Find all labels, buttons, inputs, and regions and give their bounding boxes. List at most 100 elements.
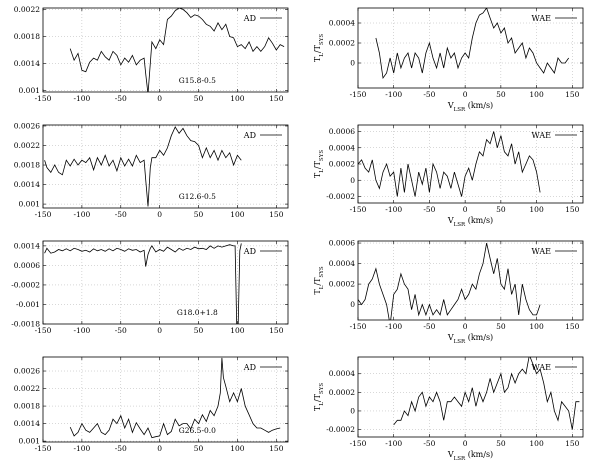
x-tick-label: -100 (385, 205, 402, 214)
legend-label: WAE (532, 131, 552, 140)
y-tick-label: 0.0014 (14, 419, 40, 428)
plot-frame (42, 124, 289, 209)
x-tick-label: 50 (496, 205, 506, 214)
y-tick-label: 0.0018 (14, 161, 40, 170)
x-tick-label: 0 (157, 210, 162, 219)
x-tick-label: 0 (157, 326, 162, 335)
y-tick-label: 0.0022 (14, 141, 40, 150)
region-label: G26.5-0.0 (179, 426, 216, 435)
y-tick-label: 0.001 (19, 437, 40, 446)
x-tick-label: 0 (463, 205, 468, 214)
x-tick-label: 100 (529, 205, 544, 214)
legend-label: AD (243, 247, 256, 256)
legend-label: WAE (532, 14, 552, 23)
x-tick-label: -50 (423, 205, 435, 214)
y-tick-label: 0 (350, 59, 355, 68)
x-tick-label: -150 (350, 205, 367, 214)
panel-left-2: -150 -100 -50 0 50 100 150 0.001 0.0014 0.0018 0.0… (14, 121, 289, 219)
x-tick-label: 100 (529, 439, 544, 448)
panel-left-4: -150 -100 -50 0 50 100 150 0.001 0.0014 0.0018 0.0… (14, 356, 289, 453)
y-tick-label: 0.0018 (14, 402, 40, 411)
x-tick-label: -100 (385, 90, 402, 99)
y-tick-label: 0.0014 (14, 59, 40, 68)
y-tick-label: 0.0026 (14, 367, 40, 376)
series-line-wae (375, 8, 570, 80)
x-tick-label: -150 (35, 326, 52, 335)
x-tick-label: 0 (463, 90, 468, 99)
x-tick-label: -100 (73, 444, 90, 453)
x-tick-label: 100 (230, 444, 245, 453)
x-tick-label: -150 (350, 322, 367, 331)
legend-label: AD (243, 14, 256, 23)
x-tick-label: 150 (565, 439, 580, 448)
x-tick-label: 0 (157, 94, 162, 103)
y-tick-label: 0.0022 (14, 5, 40, 14)
x-tick-label: 100 (230, 210, 245, 219)
y-axis-label: TL/TSYS (313, 150, 325, 178)
x-tick-label: 50 (194, 444, 204, 453)
x-tick-label: -50 (115, 444, 127, 453)
y-tick-label: 0.0004 (329, 259, 355, 268)
series-line-ad (69, 357, 281, 439)
y-tick-label: -0.0018 (11, 320, 40, 329)
y-tick-label: 0.0002 (329, 280, 355, 289)
x-tick-label: -50 (423, 90, 435, 99)
y-tick-label: -0.0002 (11, 280, 40, 289)
y-tick-label: 0.0014 (14, 180, 40, 189)
y-tick-label: 0.0006 (14, 261, 40, 270)
x-tick-label: 100 (529, 90, 544, 99)
y-tick-label: 0.0004 (329, 369, 355, 378)
x-tick-label: 100 (529, 322, 544, 331)
x-tick-label: 50 (496, 90, 506, 99)
panel-left-3: -150 -100 -50 0 50 100 150 -0.0018 -0.001 -0.0002… (11, 240, 289, 335)
legend-label: AD (243, 131, 256, 140)
x-tick-label: -50 (423, 322, 435, 331)
x-tick-label: 50 (194, 210, 204, 219)
x-tick-label: 0 (157, 444, 162, 453)
y-tick-label: 0.0006 (329, 239, 355, 248)
y-tick-label: 0.0002 (329, 160, 355, 169)
x-tick-label: -150 (350, 439, 367, 448)
x-tick-label: -50 (423, 439, 435, 448)
y-tick-label: 0.0014 (14, 241, 40, 250)
x-tick-label: 50 (194, 326, 204, 335)
x-tick-label: -100 (73, 326, 90, 335)
panel-right-1: -150 -100 -50 0 50 100 150 0 0.0002 0.0004 WAE VLSR… (313, 7, 584, 113)
x-tick-label: -50 (115, 210, 127, 219)
x-tick-label: 150 (565, 205, 580, 214)
x-tick-label: -150 (350, 90, 367, 99)
x-tick-label: -100 (73, 210, 90, 219)
x-tick-label: 150 (565, 322, 580, 331)
region-label: G12.6-0.5 (179, 192, 216, 201)
y-axis-label: TL/TSYS (313, 34, 325, 62)
x-tick-label: 100 (230, 94, 245, 103)
region-label: G18.0+1.8 (177, 308, 218, 317)
x-tick-label: 150 (565, 90, 580, 99)
x-axis-label: VLSR (km/s) (447, 216, 493, 228)
series-line-ad (44, 126, 242, 207)
y-tick-label: 0.001 (19, 200, 40, 209)
y-tick-label: -0.0002 (326, 192, 355, 201)
plot-frame (42, 7, 289, 93)
y-tick-label: 0.0002 (329, 388, 355, 397)
panel-left-1: -150 -100 -50 0 50 100 150 0.001 0.0014 0.0018 0.0… (14, 5, 289, 103)
x-tick-label: -150 (35, 210, 52, 219)
x-tick-label: 150 (269, 326, 284, 335)
legend-label: AD (243, 363, 256, 372)
x-tick-label: -150 (35, 94, 52, 103)
x-tick-label: 0 (463, 322, 468, 331)
series-line-wae (393, 357, 580, 430)
y-tick-label: 0.001 (19, 86, 40, 95)
plot-frame (357, 7, 584, 89)
y-tick-label: 0 (350, 176, 355, 185)
panel-right-4: -150 -100 -50 0 50 100 150 -0.0002 0 0.0002 0.0004… (313, 356, 584, 462)
y-tick-label: 0 (350, 406, 355, 415)
legend-label: WAE (532, 363, 552, 372)
y-tick-label: 0.0004 (329, 19, 355, 28)
y-tick-label: 0.0004 (329, 143, 355, 152)
y-tick-label: 0 (350, 300, 355, 309)
plot-frame (42, 356, 289, 443)
x-tick-label: 100 (230, 326, 245, 335)
plot-frame (357, 356, 584, 438)
